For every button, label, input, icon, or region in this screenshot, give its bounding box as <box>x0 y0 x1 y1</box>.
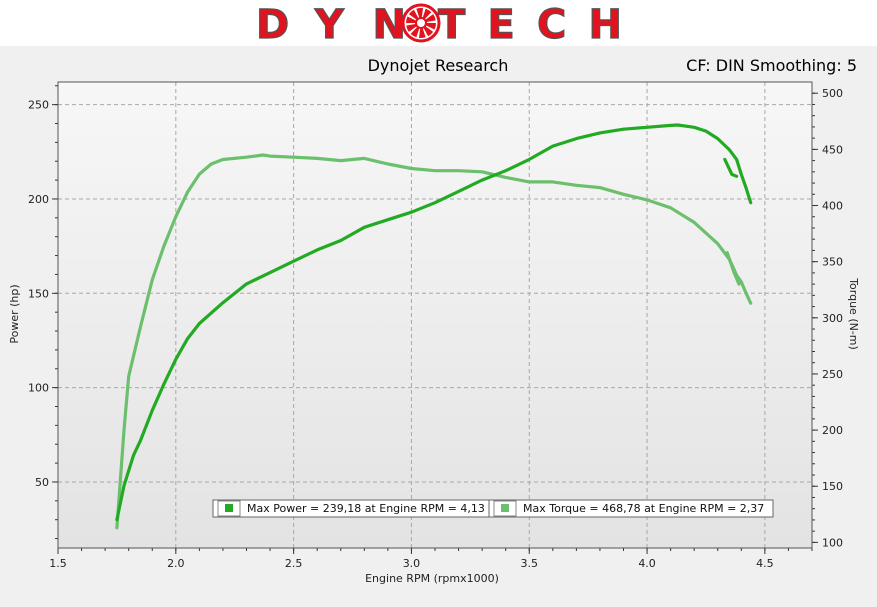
y-tick-label: 250 <box>28 99 49 112</box>
plot-background <box>58 82 812 548</box>
legend: Max Power = 239,18 at Engine RPM = 4,13 M… <box>212 499 774 518</box>
y2-tick-label: 200 <box>822 424 843 437</box>
y-tick-label: 150 <box>28 287 49 300</box>
x-tick-label: 2.0 <box>167 557 185 570</box>
plot-area <box>58 82 812 548</box>
chart-title: Dynojet Research <box>368 56 509 75</box>
y-tick-label: 100 <box>28 382 49 395</box>
power-curve-tail <box>723 157 739 178</box>
x-tick-label: 4.5 <box>756 557 774 570</box>
legend-label: Max Torque = 468,78 at Engine RPM = 2,37 <box>523 502 764 515</box>
y2-tick-label: 150 <box>822 480 843 493</box>
series-lines <box>115 123 753 530</box>
x-tick-label: 1.5 <box>49 557 67 570</box>
y2-tick-label: 450 <box>822 143 843 156</box>
x-tick-label: 4.0 <box>638 557 656 570</box>
torque-curve-tail <box>725 251 741 286</box>
y2-tick-label: 400 <box>822 200 843 213</box>
y-tick-label: 50 <box>35 476 49 489</box>
y-axis-label: Power (hp) <box>8 284 21 343</box>
plot-frame <box>57 81 813 549</box>
y2-tick-label: 250 <box>822 368 843 381</box>
axes <box>52 81 818 554</box>
power-curve <box>115 123 753 522</box>
x-tick-label: 2.5 <box>285 557 303 570</box>
y-tick-label: 200 <box>28 193 49 206</box>
torque-curve <box>115 153 753 530</box>
x-axis-label: Engine RPM (rpmx1000) <box>365 572 499 585</box>
y2-tick-label: 500 <box>822 87 843 100</box>
header-banner: DYN TECH <box>0 0 877 46</box>
dyno-chart: 1.5 2.0 2.5 3.0 3.5 4.0 4.5 50 100 150 200 250 100 15… <box>8 56 860 585</box>
x-tick-label: 3.0 <box>403 557 421 570</box>
chart-info: CF: DIN Smoothing: 5 <box>686 56 857 75</box>
y2-axis-label: Torque (N-m) <box>847 277 860 350</box>
legend-entry: Max Power = 239,18 at Engine RPM = 4,13 <box>212 499 490 518</box>
y2-tick-label: 300 <box>822 312 843 325</box>
logo-text-right: TECH <box>438 2 622 44</box>
turbo-emblem-icon <box>401 3 441 43</box>
legend-box <box>488 499 774 518</box>
logo-text-left: DYN <box>256 2 406 44</box>
y2-tick-label: 350 <box>822 256 843 269</box>
legend-label: Max Power = 239,18 at Engine RPM = 4,13 <box>247 502 485 515</box>
emblem-hub <box>415 17 427 29</box>
dynotech-logo: DYN TECH <box>255 2 622 44</box>
x-tick-label: 3.5 <box>521 557 539 570</box>
legend-entry: Max Torque = 468,78 at Engine RPM = 2,37 <box>488 499 774 518</box>
tick-labels: 1.5 2.0 2.5 3.0 3.5 4.0 4.5 50 100 150 200 250 100 15… <box>28 87 843 570</box>
legend-swatch <box>501 504 509 512</box>
legend-swatch <box>225 504 233 512</box>
y2-tick-label: 100 <box>822 536 843 549</box>
